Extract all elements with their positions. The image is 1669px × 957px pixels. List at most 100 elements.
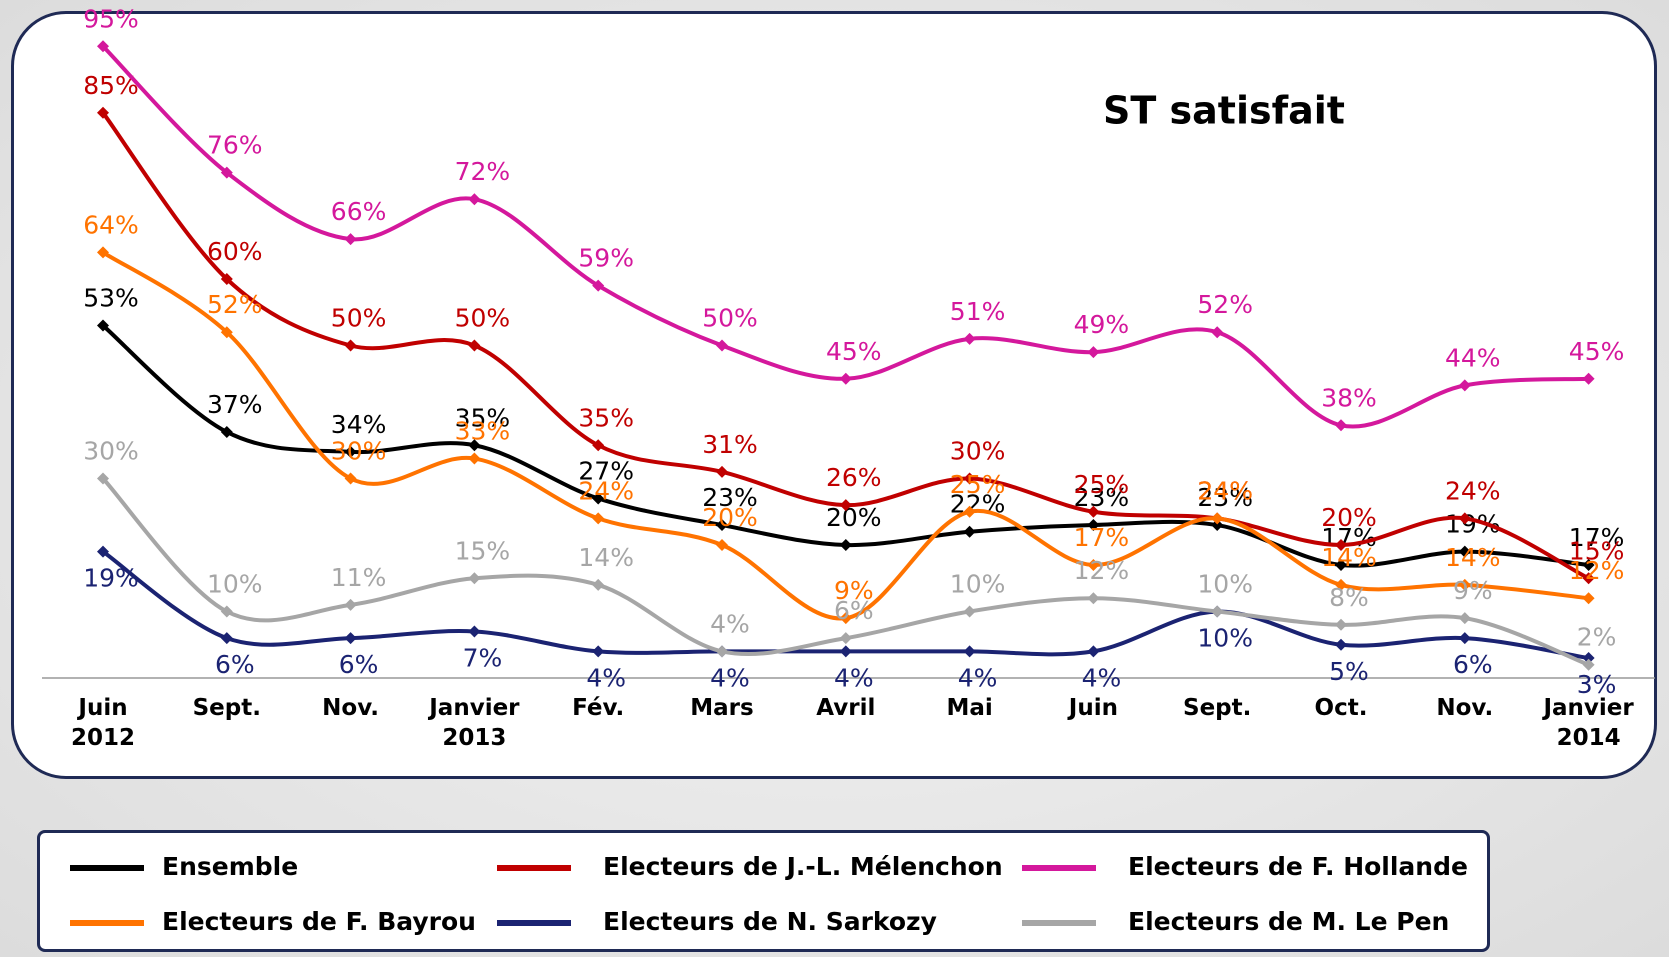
data-label: 4% [834, 663, 874, 692]
data-label: 3% [1577, 670, 1617, 699]
data-label: 49% [1074, 310, 1130, 339]
data-label: 20% [1321, 503, 1377, 532]
data-point [716, 539, 728, 551]
data-point [1582, 572, 1595, 585]
data-point [344, 233, 357, 246]
legend-label: Electeurs de F. Bayrou [162, 907, 476, 936]
data-point [1458, 379, 1471, 392]
data-label: 4% [710, 609, 750, 638]
data-point [97, 40, 109, 53]
data-label: 24% [578, 476, 634, 505]
data-label: 23% [702, 483, 758, 512]
data-label: 14% [578, 543, 634, 572]
x-tick-label: Fév. [572, 695, 625, 721]
data-label: 20% [826, 503, 882, 532]
data-point [592, 439, 605, 452]
data-point [1335, 578, 1347, 591]
data-point [839, 539, 852, 551]
data-point [1211, 326, 1224, 339]
data-point [468, 452, 481, 465]
data-label: 23% [1197, 483, 1253, 512]
data-point [1458, 612, 1471, 625]
legend-label: Electeurs de N. Sarkozy [603, 907, 937, 936]
legend-swatch [497, 865, 571, 871]
legend-swatch [1022, 865, 1096, 871]
data-point [1211, 519, 1224, 532]
data-point [97, 106, 109, 119]
data-label: 19% [83, 564, 139, 593]
data-point [97, 246, 109, 259]
data-label: 44% [1445, 343, 1501, 372]
data-point [220, 632, 233, 645]
data-point [344, 472, 357, 485]
data-point [1087, 505, 1100, 518]
data-label: 20% [702, 503, 758, 532]
x-tick-label: Mars [690, 695, 754, 721]
data-label: 4% [1082, 663, 1122, 692]
data-point [220, 326, 233, 339]
data-label: 30% [83, 437, 139, 466]
data-point [592, 645, 605, 658]
data-point [344, 339, 357, 352]
legend-label: Electeurs de F. Hollande [1128, 852, 1468, 881]
data-label: 51% [950, 297, 1006, 326]
x-tick-label: Juin 2012 [70, 695, 135, 751]
data-point [963, 605, 976, 618]
data-point [1335, 638, 1347, 651]
x-tick-label: Avril [816, 695, 876, 721]
data-label: 31% [702, 430, 758, 459]
data-label: 14% [1445, 543, 1501, 572]
data-point [468, 193, 481, 206]
data-point [963, 332, 976, 345]
data-label: 24% [1197, 476, 1253, 505]
data-label: 76% [207, 131, 263, 160]
data-point [1335, 618, 1347, 631]
data-label: 6% [339, 650, 379, 679]
data-label: 8% [1329, 583, 1369, 612]
data-label: 24% [1445, 476, 1501, 505]
legend-label: Electeurs de M. Le Pen [1128, 907, 1450, 936]
data-point [468, 339, 481, 352]
data-point [468, 572, 481, 585]
data-label: 2% [1577, 623, 1617, 652]
data-point [592, 279, 605, 292]
data-label: 95% [83, 4, 139, 33]
data-label: 11% [331, 563, 387, 592]
data-point [963, 525, 976, 538]
data-label: 23% [1074, 483, 1130, 512]
data-point [220, 166, 233, 179]
data-label: 66% [331, 197, 387, 226]
data-point [220, 273, 233, 285]
data-label: 12% [1569, 556, 1625, 585]
data-label: 17% [1569, 523, 1625, 552]
data-point [1582, 652, 1595, 665]
data-label: 38% [1321, 383, 1377, 412]
data-point [963, 472, 976, 485]
data-point [839, 499, 852, 512]
data-point [344, 632, 357, 645]
legend-swatch [497, 920, 571, 926]
data-label: 10% [207, 570, 263, 599]
data-point [716, 339, 728, 352]
legend-swatch [70, 920, 144, 926]
data-label: 59% [578, 244, 634, 273]
data-label: 17% [1321, 523, 1377, 552]
data-point [716, 645, 728, 658]
data-label: 25% [950, 470, 1006, 499]
data-label: 60% [207, 237, 263, 266]
data-label: 6% [215, 650, 255, 679]
data-point [344, 445, 357, 458]
data-label: 15% [1569, 536, 1625, 565]
data-label: 30% [331, 437, 387, 466]
x-tick-label: Oct. [1314, 695, 1368, 721]
x-tick-label: Janvier 2014 [1543, 695, 1634, 751]
data-label: 50% [331, 304, 387, 333]
data-label: 53% [83, 284, 139, 313]
data-label: 4% [586, 663, 626, 692]
data-label: 50% [702, 304, 758, 333]
x-tick-label: Nov. [322, 695, 380, 721]
data-point [1211, 605, 1224, 618]
data-point [97, 545, 109, 558]
